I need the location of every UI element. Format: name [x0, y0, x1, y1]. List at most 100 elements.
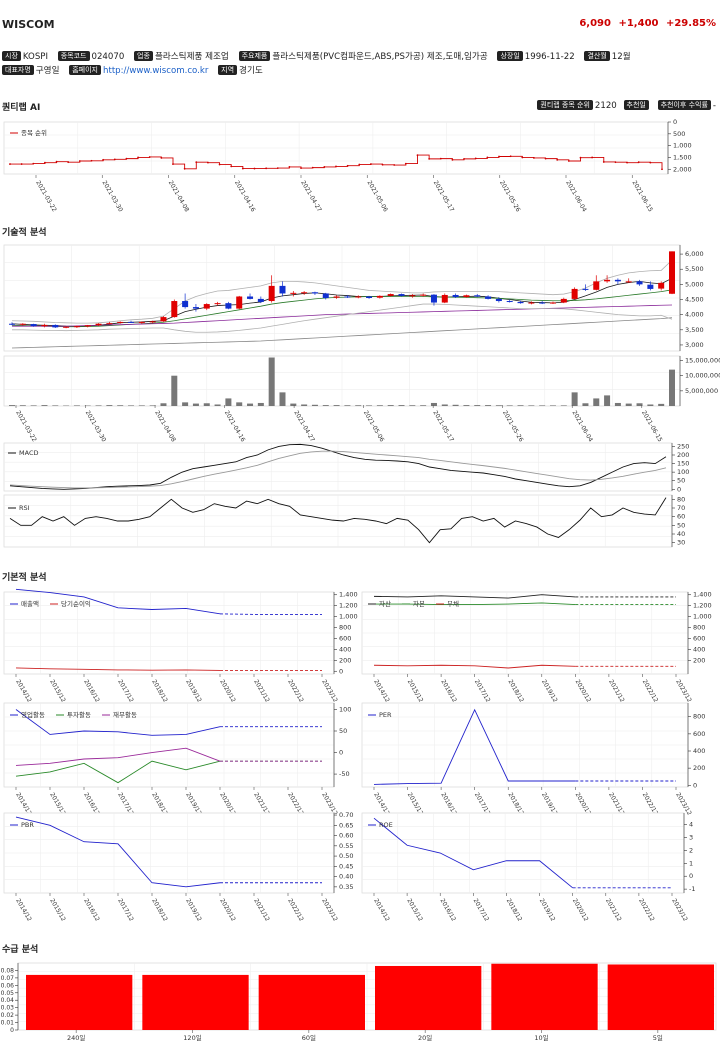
rank-point: [579, 156, 582, 159]
candle-body: [182, 301, 189, 308]
volume-xaxis-label: 2021-05-26: [501, 410, 525, 444]
macd-legend-item: MACD: [19, 449, 38, 457]
rank-tag: 퀀티랩 종목 순위: [537, 100, 593, 110]
fund_sales-xaxis-label: 2014/12: [14, 679, 33, 704]
fund_pbr-xaxis-label: 2023/12: [320, 898, 339, 923]
supply-ylabel: 0.04: [1, 997, 15, 1004]
market-tag: 시장: [2, 51, 21, 61]
candle-body: [268, 285, 275, 302]
fund_sales-yaxis-label: 1,200: [339, 602, 358, 610]
fund_pbr-xaxis-label: 2022/12: [286, 898, 305, 923]
rank-point: [463, 157, 465, 160]
volume-bar: [582, 403, 589, 406]
candle-body: [95, 323, 102, 326]
rank-point: [323, 166, 326, 168]
candle-body: [647, 284, 654, 289]
macd-MACD-line: [9, 443, 667, 490]
fund_cf-yaxis-label: 100: [339, 705, 351, 713]
candle-body: [539, 302, 546, 304]
rank-yaxis-label: 1,000: [673, 142, 692, 150]
ceo-tag: 대표자명: [2, 65, 34, 75]
market-value: KOSPI: [22, 52, 48, 62]
rank-xaxis-label: 2021-05-17: [432, 180, 456, 214]
volume-bar: [138, 405, 145, 406]
region-value: 경기도: [239, 66, 263, 76]
candle-body: [106, 323, 113, 325]
fund_cf-영업활동-line: [15, 709, 221, 736]
rank-point: [614, 161, 617, 164]
fund_assets-xaxis-label: 2020/12: [574, 679, 593, 704]
candle-body: [409, 295, 416, 297]
rank-point: [230, 165, 233, 168]
rank-point: [346, 164, 349, 167]
fund_cf-yaxis-label: 50: [339, 727, 347, 735]
rank-point: [451, 158, 454, 161]
quant-title: 퀀티랩 AI: [2, 103, 41, 113]
fund_pbr-yaxis-label: 0.45: [339, 862, 353, 870]
supply-category-label: 20일: [418, 1033, 432, 1042]
supply-category-label: 240일: [67, 1033, 85, 1042]
tech-section-title: 기술적 분석: [2, 228, 47, 238]
volume-bar: [171, 375, 178, 406]
fund_roe-yaxis-label: 3: [689, 834, 693, 842]
industry-tag: 업종: [134, 51, 153, 61]
macd-yaxis-label: 0: [677, 485, 681, 493]
rank-point: [253, 167, 256, 170]
candle-body: [420, 294, 427, 296]
volume-bar: [225, 398, 232, 406]
rank-point: [533, 157, 535, 159]
rank-point: [172, 163, 174, 165]
fund_pbr-xaxis-label: 2021/12: [252, 898, 271, 923]
price-yaxis-label: 4,000: [685, 311, 704, 319]
fund_per-yaxis-label: 200: [693, 764, 705, 772]
fund_assets-yaxis-label: 400: [693, 645, 705, 653]
candle-body: [593, 281, 600, 290]
volume-bar: [30, 405, 37, 406]
rank-point: [195, 161, 198, 164]
candle-body: [625, 281, 632, 283]
volume-bar: [268, 357, 275, 406]
volume-bar: [398, 405, 405, 406]
supply-ylabel: 0.02: [1, 1012, 15, 1019]
fund_sales-yaxis-label: 400: [339, 645, 351, 653]
fund_assets-yaxis-label: 1,400: [693, 591, 712, 599]
macd-yaxis-label: 100: [677, 468, 689, 476]
price-yaxis-label: 6,000: [685, 250, 704, 258]
supply-bar: [26, 974, 133, 1030]
fund_per-yaxis-label: 400: [693, 747, 705, 755]
rank-point: [556, 158, 559, 161]
volume-bar: [149, 405, 156, 406]
candle-body: [452, 294, 459, 298]
volume-bar: [560, 405, 567, 406]
volume-xaxis-label: 2021-06-15: [640, 410, 664, 444]
fund_pbr-yaxis-label: 0.55: [339, 842, 353, 850]
fund_sales-매출액-forecast: [219, 613, 322, 615]
listing-tag: 상장일: [497, 51, 523, 61]
candle-body: [192, 307, 199, 309]
homepage-link[interactable]: http://www.wiscom.co.kr: [103, 66, 209, 76]
rank-point: [626, 161, 628, 164]
rank-xaxis-label: 2021-03-22: [34, 180, 58, 214]
candle-body: [322, 293, 329, 298]
rec-return-value: -: [712, 101, 716, 111]
product-tag: 주요제품: [238, 51, 271, 61]
fund_pbr-yaxis-label: 0.60: [339, 832, 353, 840]
volume-bar: [441, 404, 448, 406]
fund_cf-투자활동-line: [15, 760, 221, 784]
volume-xaxis-label: 2021-04-27: [292, 410, 316, 444]
rank-xaxis-label: 2021-05-26: [498, 180, 522, 214]
rank-point: [591, 156, 594, 159]
rank-point: [335, 165, 337, 168]
rank-point: [358, 163, 361, 166]
fund_assets-yaxis-label: 200: [693, 656, 705, 664]
candle-body: [160, 317, 167, 322]
candle-body: [571, 288, 578, 299]
rank-point: [9, 163, 11, 165]
volume-bar: [387, 405, 394, 406]
candle-body: [636, 281, 643, 285]
fund_roe-xaxis-label: 2022/12: [637, 898, 656, 923]
rank-xaxis-label: 2021-04-16: [233, 180, 257, 214]
fund_pbr-yaxis-label: 0.40: [339, 873, 353, 881]
volume-bar: [366, 405, 373, 406]
candle-body: [398, 294, 405, 296]
